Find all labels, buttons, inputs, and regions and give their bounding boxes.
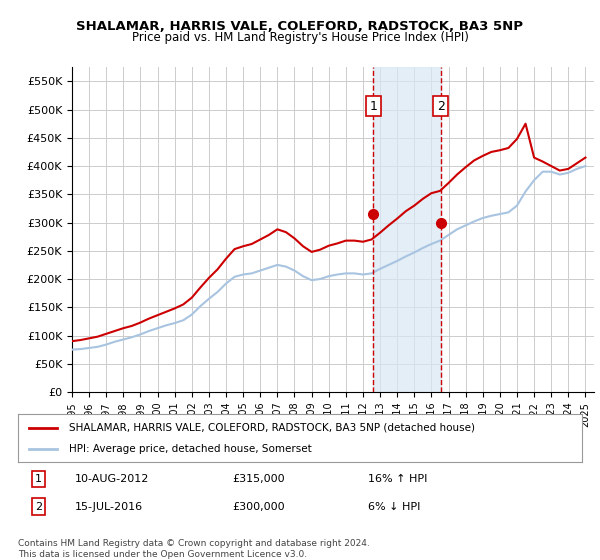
Text: £315,000: £315,000 <box>232 474 285 484</box>
Bar <box>373 67 440 392</box>
Text: £300,000: £300,000 <box>232 502 285 512</box>
Text: 10-AUG-2012: 10-AUG-2012 <box>74 474 149 484</box>
Text: HPI: Average price, detached house, Somerset: HPI: Average price, detached house, Some… <box>69 444 311 454</box>
Text: 1: 1 <box>369 100 377 113</box>
Text: This data is licensed under the Open Government Licence v3.0.: This data is licensed under the Open Gov… <box>18 550 307 559</box>
Text: Price paid vs. HM Land Registry's House Price Index (HPI): Price paid vs. HM Land Registry's House … <box>131 31 469 44</box>
Text: 16% ↑ HPI: 16% ↑ HPI <box>368 474 427 484</box>
Text: 6% ↓ HPI: 6% ↓ HPI <box>368 502 420 512</box>
Text: Contains HM Land Registry data © Crown copyright and database right 2024.: Contains HM Land Registry data © Crown c… <box>18 539 370 548</box>
Text: 2: 2 <box>35 502 42 512</box>
Text: SHALAMAR, HARRIS VALE, COLEFORD, RADSTOCK, BA3 5NP (detached house): SHALAMAR, HARRIS VALE, COLEFORD, RADSTOC… <box>69 423 475 433</box>
Text: 2: 2 <box>437 100 445 113</box>
Text: 15-JUL-2016: 15-JUL-2016 <box>74 502 143 512</box>
Text: 1: 1 <box>35 474 42 484</box>
Text: SHALAMAR, HARRIS VALE, COLEFORD, RADSTOCK, BA3 5NP: SHALAMAR, HARRIS VALE, COLEFORD, RADSTOC… <box>77 20 523 32</box>
